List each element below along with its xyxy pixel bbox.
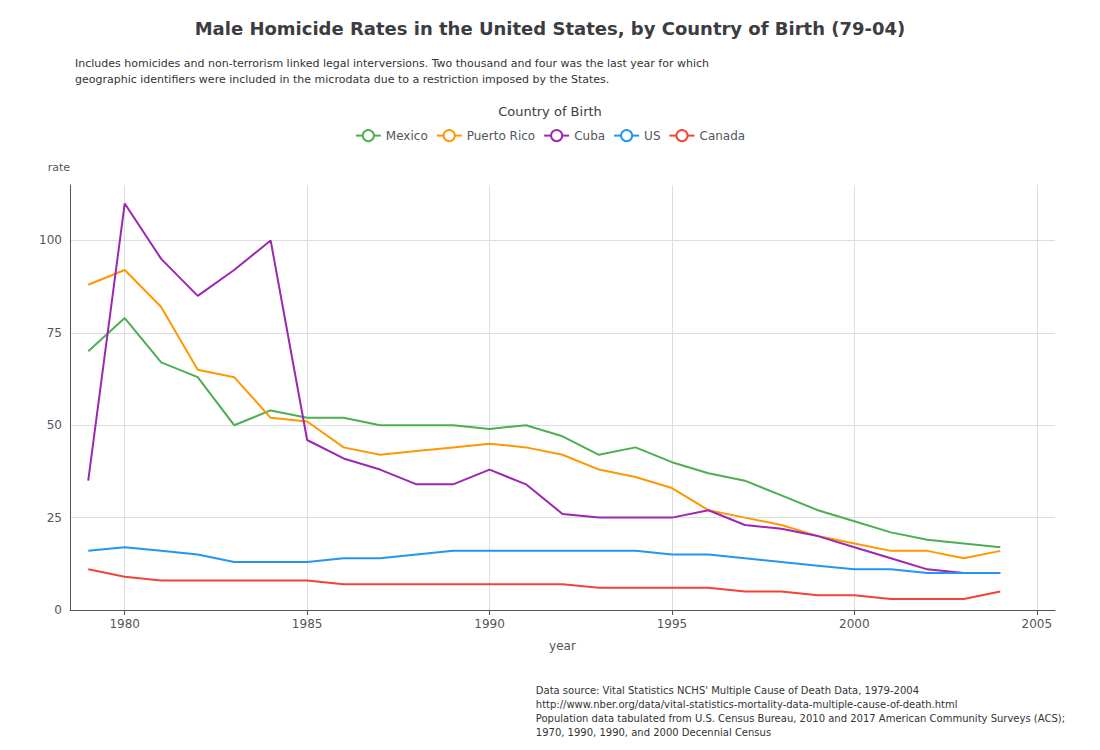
svg-text:25: 25 bbox=[47, 511, 62, 525]
svg-text:year: year bbox=[549, 639, 576, 653]
svg-text:100: 100 bbox=[39, 233, 62, 247]
svg-text:75: 75 bbox=[47, 326, 62, 340]
svg-text:1990: 1990 bbox=[474, 617, 505, 631]
svg-text:50: 50 bbox=[47, 418, 62, 432]
svg-text:1985: 1985 bbox=[292, 617, 323, 631]
svg-text:Data source: Vital Statistics: Data source: Vital Statistics NCHS' Mult… bbox=[536, 685, 919, 696]
svg-text:1980: 1980 bbox=[109, 617, 140, 631]
svg-text:Mexico: Mexico bbox=[386, 129, 428, 143]
svg-text:Includes homicides and non-ter: Includes homicides and non-terrorism lin… bbox=[75, 57, 709, 70]
svg-text:US: US bbox=[644, 129, 660, 143]
svg-text:1995: 1995 bbox=[657, 617, 688, 631]
svg-text:Canada: Canada bbox=[700, 129, 746, 143]
svg-text:http://www.nber.org/data/vital: http://www.nber.org/data/vital-statistic… bbox=[536, 699, 958, 710]
svg-text:rate: rate bbox=[48, 161, 71, 174]
svg-text:Population data tabulated from: Population data tabulated from U.S. Cens… bbox=[536, 713, 1065, 724]
svg-text:2005: 2005 bbox=[1021, 617, 1052, 631]
svg-text:Male Homicide Rates in the Uni: Male Homicide Rates in the United States… bbox=[195, 18, 906, 39]
svg-text:Puerto Rico: Puerto Rico bbox=[467, 129, 535, 143]
svg-text:2000: 2000 bbox=[839, 617, 870, 631]
svg-text:0: 0 bbox=[54, 603, 62, 617]
svg-text:1970, 1990, 1990, and 2000 Dec: 1970, 1990, 1990, and 2000 Decennial Cen… bbox=[536, 727, 771, 738]
svg-text:Cuba: Cuba bbox=[574, 129, 605, 143]
svg-text:Country of Birth: Country of Birth bbox=[498, 104, 602, 119]
svg-text:geographic identifiers were in: geographic identifiers were included in … bbox=[75, 73, 609, 86]
